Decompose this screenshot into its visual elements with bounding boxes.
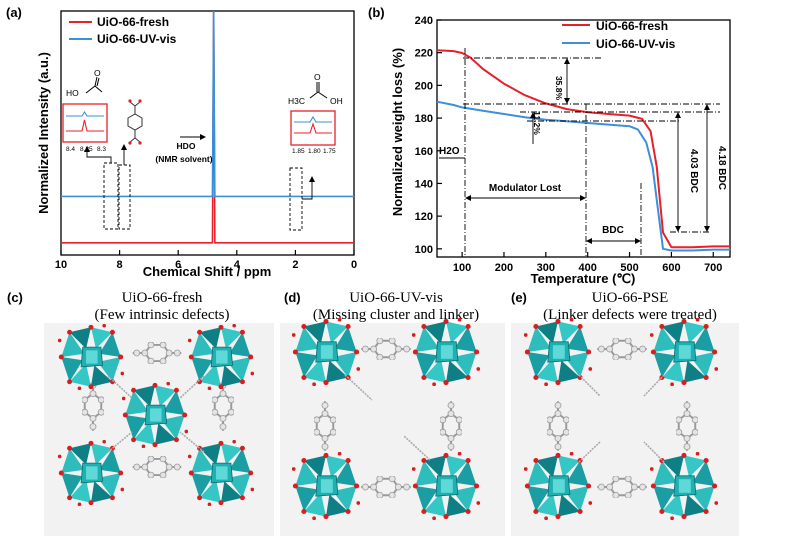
svg-text:1.75: 1.75 [323,148,336,155]
formic-acid-structure [85,76,103,94]
tga-x-tick-label: 200 [495,262,513,274]
panel-b-label: (b) [368,5,385,20]
tga-line-uvvis [436,100,730,252]
svg-text:1.85: 1.85 [292,148,305,155]
tga-y-tick-label: 200 [415,80,433,92]
acetic-o-label: O [314,72,321,82]
tga-legend-uvvis: UiO-66-UV-vis [596,37,676,51]
acetic-arrow [302,180,313,200]
acetic-region-box [289,167,303,231]
nmr-solvent-label: (NMR solvent) [155,154,212,164]
nmr-x-tick-label: 0 [351,259,357,271]
svg-text:8.3: 8.3 [97,146,106,153]
tga-y-axis-label: Normalized weight loss (%) [390,48,405,216]
bdc-region-box [118,164,131,230]
nmr-line-uvvis [61,10,354,198]
nmr-series [61,10,354,244]
tga-series [436,49,730,252]
structure-panels: (c) UiO-66-fresh (Few intrinsic defects)… [7,290,739,536]
acetic-oh-label: OH [330,96,343,106]
hdo-arrowhead [200,134,206,140]
panel-e-title: UiO-66-PSE [592,290,669,306]
h2o-label: H2O [439,146,460,157]
acetic-acid-structure [309,82,328,99]
panel-d-title: UiO-66-UV-vis [349,290,443,306]
formic-ho-label: HO [66,88,79,98]
panel-e-label: (e) [511,290,527,305]
tga-y-tick-label: 180 [415,113,433,125]
tga-x-tick-label: 500 [620,262,638,274]
panel-a: (a) 10 8 6 4 2 0 Chemical Shift / ppm Normali… [6,5,357,279]
modulator-lost-label: Modulator Lost [489,183,562,194]
tga-legend-fresh: UiO-66-fresh [596,19,668,33]
svg-text:8.4: 8.4 [66,146,75,153]
panel-e-subtitle: (Linker defects were treated) [543,307,717,323]
panel-d-label: (d) [284,290,301,305]
svg-text:1.80: 1.80 [308,148,321,155]
tga-y-tick-label: 220 [415,48,433,60]
nmr-x-tick-label: 6 [175,259,181,271]
tga-line-fresh [436,49,730,249]
nmr-y-axis-label: Normalized Intensity (a.u.) [36,52,51,214]
bdc-label: BDC [602,225,624,236]
panel-c-label: (c) [7,290,23,305]
acetic-h3c-label: H3C [288,96,305,106]
tga-x-tick-label: 300 [537,262,555,274]
tga-ticks: 100 200 300 400 500 600 700 100 120 140 160 180 200 2… [415,15,723,274]
tga-y-tick-label: 140 [415,178,433,190]
tga-y-tick-label: 160 [415,146,433,158]
panel-a-label: (a) [6,5,22,20]
pct2-label: 11.2% [532,111,542,135]
pct1-label: 35.8% [554,76,564,101]
panel-c-structure [58,324,254,506]
nmr-legend-uvvis: UiO-66-UV-vis [97,32,177,46]
nmr-x-tick-label: 2 [292,259,298,271]
panel-e-structure [524,318,718,520]
tga-y-tick-label: 240 [415,15,433,27]
bdc1-label: 4.03 BDC [688,149,699,193]
tga-x-tick-label: 400 [579,262,597,274]
panel-c-subtitle: (Few intrinsic defects) [95,307,230,323]
tga-guide-lines [463,48,720,257]
nmr-legend-fresh: UiO-66-fresh [97,15,169,29]
tga-x-tick-label: 100 [453,262,471,274]
panel-c-title: UiO-66-fresh [122,290,203,306]
formic-o-label: O [94,68,101,78]
tga-x-axis-label: Temperature (℃) [531,271,636,286]
tga-plot-frame [436,19,731,258]
panel-d-structure [292,318,480,520]
bdc2-label: 4.18 BDC [716,146,727,190]
nmr-x-tick-label: 10 [55,259,67,271]
hdo-label: HDO [177,141,196,151]
tga-x-tick-label: 600 [662,262,680,274]
formic-arrow [86,150,112,163]
tga-y-tick-label: 100 [415,244,433,256]
nmr-x-tick-label: 4 [234,259,241,271]
nmr-plot-frame [60,10,355,256]
tga-y-tick-label: 120 [415,211,433,223]
panel-b: (b) 100 200 300 400 500 600 700 100 120 140 160 180… [368,5,731,286]
terephthalic-acid-structure [127,99,143,145]
nmr-x-tick-label: 8 [117,259,123,271]
tga-x-tick-label: 700 [704,262,722,274]
nmr-x-axis-label: Chemical Shift / ppm [143,264,272,279]
panel-d-subtitle: (Missing cluster and linker) [313,307,479,323]
inset-acetic: 1.85 1.80 1.75 [290,110,336,155]
inset-formic: 8.4 8.35 8.3 [62,103,108,153]
nmr-x-ticks: 10 8 6 4 2 0 [55,250,357,271]
